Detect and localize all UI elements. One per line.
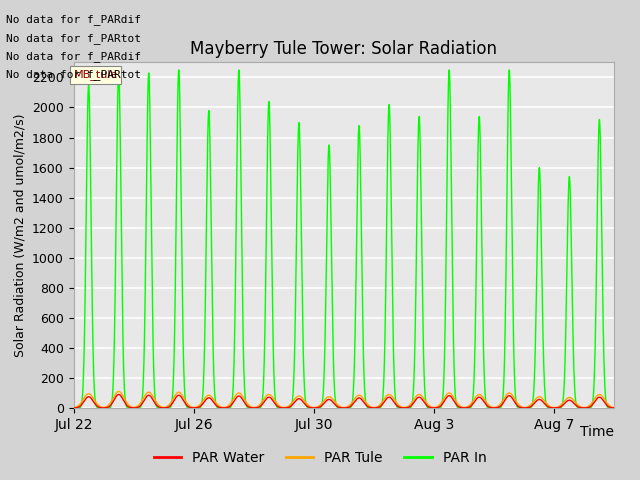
Text: No data for f_PARtot: No data for f_PARtot bbox=[6, 33, 141, 44]
Text: No data for f_PARdif: No data for f_PARdif bbox=[6, 51, 141, 62]
Text: Time: Time bbox=[580, 425, 614, 439]
Y-axis label: Solar Radiation (W/m2 and umol/m2/s): Solar Radiation (W/m2 and umol/m2/s) bbox=[13, 113, 26, 357]
Text: No data for f_PARtot: No data for f_PARtot bbox=[6, 69, 141, 80]
Text: No data for f_PARdif: No data for f_PARdif bbox=[6, 14, 141, 25]
Legend: PAR Water, PAR Tule, PAR In: PAR Water, PAR Tule, PAR In bbox=[148, 445, 492, 471]
Text: MB_tule: MB_tule bbox=[74, 69, 118, 80]
Title: Mayberry Tule Tower: Solar Radiation: Mayberry Tule Tower: Solar Radiation bbox=[191, 40, 497, 58]
